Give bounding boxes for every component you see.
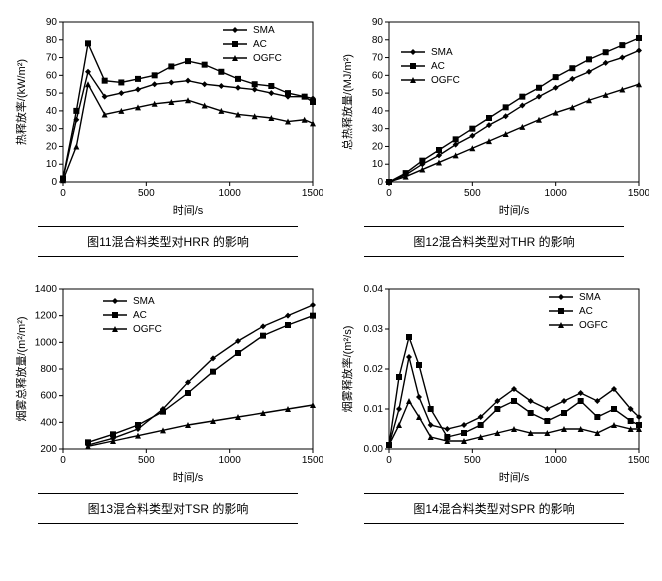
svg-text:40: 40 [372,106,384,117]
svg-text:总热释放量/(MJ/m²): 总热释放量/(MJ/m²) [340,54,354,150]
svg-text:50: 50 [372,88,384,99]
svg-text:70: 70 [372,53,384,64]
svg-text:30: 30 [46,124,58,135]
svg-text:80: 80 [372,35,384,46]
svg-text:OGFC: OGFC [253,53,282,64]
panel-c14: 0 500 1000 1500 0.00 0.01 0.02 0.03 0.04 时间/s 烟雾释放… [336,277,652,524]
svg-text:1000: 1000 [219,455,242,466]
caption-wrap-c13: 图13混合料类型对TSR 的影响 [38,493,298,524]
svg-text:1500: 1500 [302,188,323,199]
svg-text:OGFC: OGFC [579,320,608,331]
svg-text:1500: 1500 [628,188,649,199]
chart-c13: 0 500 1000 1500 200 400 600 800 1000 1200 1400 时间/s… [13,277,323,487]
svg-text:烟雾释放率/(m²/s): 烟雾释放率/(m²/s) [340,326,354,413]
svg-text:20: 20 [372,141,384,152]
svg-text:600: 600 [40,391,57,402]
svg-text:OGFC: OGFC [133,324,162,335]
caption-c13: 图13混合料类型对TSR 的影响 [38,494,298,524]
caption-c14: 图14混合料类型对SPR 的影响 [364,494,624,524]
panel-c13: 0 500 1000 1500 200 400 600 800 1000 1200 1400 时间/s… [10,277,326,524]
svg-text:500: 500 [138,188,155,199]
svg-text:热释放率/(kW/m²): 热释放率/(kW/m²) [14,59,28,145]
svg-text:50: 50 [46,88,58,99]
chart-c14: 0 500 1000 1500 0.00 0.01 0.02 0.03 0.04 时间/s 烟雾释放… [339,277,649,487]
svg-text:AC: AC [431,61,445,72]
svg-text:AC: AC [253,39,267,50]
svg-text:30: 30 [372,124,384,135]
svg-text:0: 0 [386,188,392,199]
svg-text:0.04: 0.04 [364,284,384,295]
svg-text:1000: 1000 [545,188,568,199]
svg-text:0.01: 0.01 [364,404,384,415]
svg-text:60: 60 [372,70,384,81]
svg-text:400: 400 [40,417,57,428]
svg-text:0.03: 0.03 [364,324,384,335]
svg-text:10: 10 [46,159,58,170]
chart-grid: 0500100015000102030405060708090时间/s热释放率/… [10,10,652,524]
svg-text:1000: 1000 [545,455,568,466]
svg-text:1500: 1500 [302,455,323,466]
svg-text:500: 500 [464,455,481,466]
svg-text:1400: 1400 [35,284,58,295]
svg-text:80: 80 [46,35,58,46]
svg-text:AC: AC [579,306,593,317]
panel-c11: 0 500 1000 1500 0 10 20 30 40 50 60 70 80 90 时间/s 热释放率/… [10,10,326,257]
svg-text:0: 0 [60,455,66,466]
svg-text:SMA: SMA [579,292,601,303]
svg-text:1000: 1000 [219,188,242,199]
svg-text:20: 20 [46,141,58,152]
caption-wrap-c12: 图12混合料类型对THR 的影响 [364,226,624,257]
svg-text:0: 0 [60,188,66,199]
svg-text:SMA: SMA [431,47,453,58]
svg-text:10: 10 [372,159,384,170]
svg-text:0.00: 0.00 [364,444,384,455]
svg-text:时间/s: 时间/s [499,204,530,217]
svg-text:90: 90 [372,17,384,28]
svg-text:1000: 1000 [35,337,58,348]
svg-text:0: 0 [377,177,383,188]
svg-text:烟雾总释放量/(m²/m²): 烟雾总释放量/(m²/m²) [14,316,28,421]
svg-text:1500: 1500 [628,455,649,466]
svg-text:500: 500 [138,455,155,466]
svg-text:AC: AC [133,310,147,321]
svg-text:0: 0 [51,177,57,188]
panel-c12: 0 500 1000 1500 0 10 20 30 40 50 60 70 80 90 时间/s 总热释放量… [336,10,652,257]
caption-c12: 图12混合料类型对THR 的影响 [364,227,624,257]
chart-c11: 0 500 1000 1500 0 10 20 30 40 50 60 70 80 90 时间/s 热释放率/… [13,10,323,220]
svg-text:90: 90 [46,17,58,28]
svg-text:时间/s: 时间/s [173,204,204,217]
caption-wrap-c11: 图11混合料类型对HRR 的影响 [38,226,298,257]
svg-text:1200: 1200 [35,311,58,322]
caption-wrap-c14: 图14混合料类型对SPR 的影响 [364,493,624,524]
svg-text:时间/s: 时间/s [499,471,530,484]
svg-text:SMA: SMA [133,296,155,307]
svg-text:OGFC: OGFC [431,75,460,86]
svg-text:70: 70 [46,53,58,64]
svg-text:40: 40 [46,106,58,117]
svg-text:200: 200 [40,444,57,455]
svg-text:500: 500 [464,188,481,199]
caption-c11: 图11混合料类型对HRR 的影响 [38,227,298,257]
svg-text:800: 800 [40,364,57,375]
svg-text:60: 60 [46,70,58,81]
svg-text:SMA: SMA [253,25,275,36]
chart-c12: 0 500 1000 1500 0 10 20 30 40 50 60 70 80 90 时间/s 总热释放量… [339,10,649,220]
svg-text:时间/s: 时间/s [173,471,204,484]
svg-text:0: 0 [386,455,392,466]
svg-text:0.02: 0.02 [364,364,384,375]
